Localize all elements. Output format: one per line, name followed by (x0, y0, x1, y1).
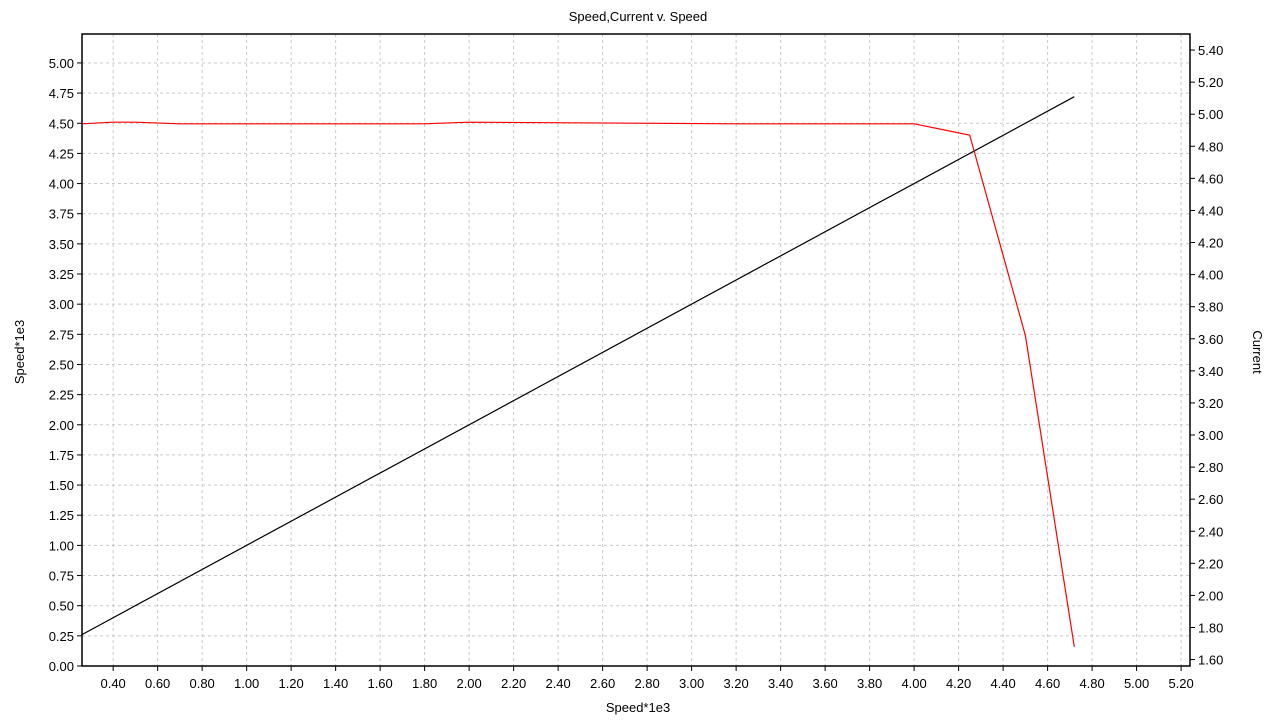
x-tick-label: 3.40 (768, 676, 793, 691)
y-left-tick-label: 2.00 (49, 418, 74, 433)
y-right-tick-label: 3.20 (1198, 396, 1223, 411)
x-tick-label: 4.60 (1035, 676, 1060, 691)
y-right-tick-label: 3.80 (1198, 300, 1223, 315)
y-left-tick-label: 4.75 (49, 86, 74, 101)
y-right-tick-label: 2.60 (1198, 492, 1223, 507)
y-right-tick-label: 2.20 (1198, 556, 1223, 571)
y-right-tick-label: 5.00 (1198, 107, 1223, 122)
y-right-tick-label: 3.40 (1198, 364, 1223, 379)
x-tick-label: 1.40 (323, 676, 348, 691)
y-left-tick-label: 4.00 (49, 177, 74, 192)
x-tick-label: 1.80 (412, 676, 437, 691)
y-left-tick-label: 3.50 (49, 237, 74, 252)
y-right-tick-label: 4.40 (1198, 203, 1223, 218)
y-right-tick-label: 4.20 (1198, 236, 1223, 251)
x-tick-label: 2.40 (545, 676, 570, 691)
x-tick-label: 3.60 (812, 676, 837, 691)
y-right-tick-label: 4.60 (1198, 171, 1223, 186)
x-tick-label: 5.20 (1168, 676, 1193, 691)
y-right-tick-label: 5.40 (1198, 43, 1223, 58)
x-tick-label: 4.40 (990, 676, 1015, 691)
y-left-tick-label: 3.00 (49, 297, 74, 312)
y-right-tick-label: 2.80 (1198, 460, 1223, 475)
x-tick-label: 1.20 (278, 676, 303, 691)
x-tick-label: 4.80 (1079, 676, 1104, 691)
chart-title: Speed,Current v. Speed (569, 9, 708, 24)
x-tick-label: 1.60 (367, 676, 392, 691)
y-left-tick-label: 0.25 (49, 629, 74, 644)
x-tick-label: 0.60 (145, 676, 170, 691)
x-tick-label: 5.00 (1124, 676, 1149, 691)
y-left-tick-label: 2.25 (49, 388, 74, 403)
y-left-tick-label: 0.00 (49, 659, 74, 674)
x-tick-label: 2.60 (590, 676, 615, 691)
grid (82, 34, 1190, 666)
y-right-tick-label: 2.00 (1198, 588, 1223, 603)
y-right-tick-label: 1.60 (1198, 653, 1223, 668)
x-tick-label: 4.20 (946, 676, 971, 691)
tick-labels: 0.40 0.60 0.80 1.00 1.20 1.40 1.60 1.80 2.00 2.20… (49, 43, 1224, 691)
x-tick-label: 3.80 (857, 676, 882, 691)
y-left-tick-label: 2.75 (49, 327, 74, 342)
axes (77, 33, 1195, 671)
y-right-tick-label: 4.80 (1198, 139, 1223, 154)
x-tick-label: 1.00 (234, 676, 259, 691)
x-tick-label: 2.80 (634, 676, 659, 691)
y-left-tick-label: 0.75 (49, 569, 74, 584)
y-right-tick-label: 4.00 (1198, 268, 1223, 283)
y-right-tick-label: 1.80 (1198, 621, 1223, 636)
y-right-tick-label: 5.20 (1198, 75, 1223, 90)
x-tick-label: 3.20 (723, 676, 748, 691)
y-left-tick-label: 1.25 (49, 508, 74, 523)
current-series-line (81, 121, 1075, 647)
y-right-tick-label: 3.00 (1198, 428, 1223, 443)
y-left-tick-label: 1.75 (49, 448, 74, 463)
plot-border (81, 33, 1191, 667)
x-tick-label: 3.00 (679, 676, 704, 691)
y-right-tick-label: 2.40 (1198, 524, 1223, 539)
y-left-tick-label: 4.50 (49, 116, 74, 131)
y-left-tick-label: 3.75 (49, 207, 74, 222)
x-tick-label: 2.00 (456, 676, 481, 691)
y-axis-right-label: Current (1250, 330, 1265, 374)
y-left-tick-label: 2.50 (49, 357, 74, 372)
y-left-tick-label: 0.50 (49, 599, 74, 614)
y-axis-left-label: Speed*1e3 (12, 320, 27, 384)
y-right-tick-label: 3.60 (1198, 332, 1223, 347)
speed-series-line (81, 96, 1075, 636)
series (81, 96, 1075, 647)
x-tick-label: 2.20 (501, 676, 526, 691)
x-tick-label: 0.40 (100, 676, 125, 691)
x-axis-label: Speed*1e3 (606, 700, 670, 715)
y-left-tick-label: 5.00 (49, 56, 74, 71)
x-tick-label: 0.80 (189, 676, 214, 691)
y-left-tick-label: 1.50 (49, 478, 74, 493)
y-left-tick-label: 1.00 (49, 538, 74, 553)
y-left-tick-label: 4.25 (49, 146, 74, 161)
y-left-tick-label: 3.25 (49, 267, 74, 282)
x-tick-label: 4.00 (901, 676, 926, 691)
